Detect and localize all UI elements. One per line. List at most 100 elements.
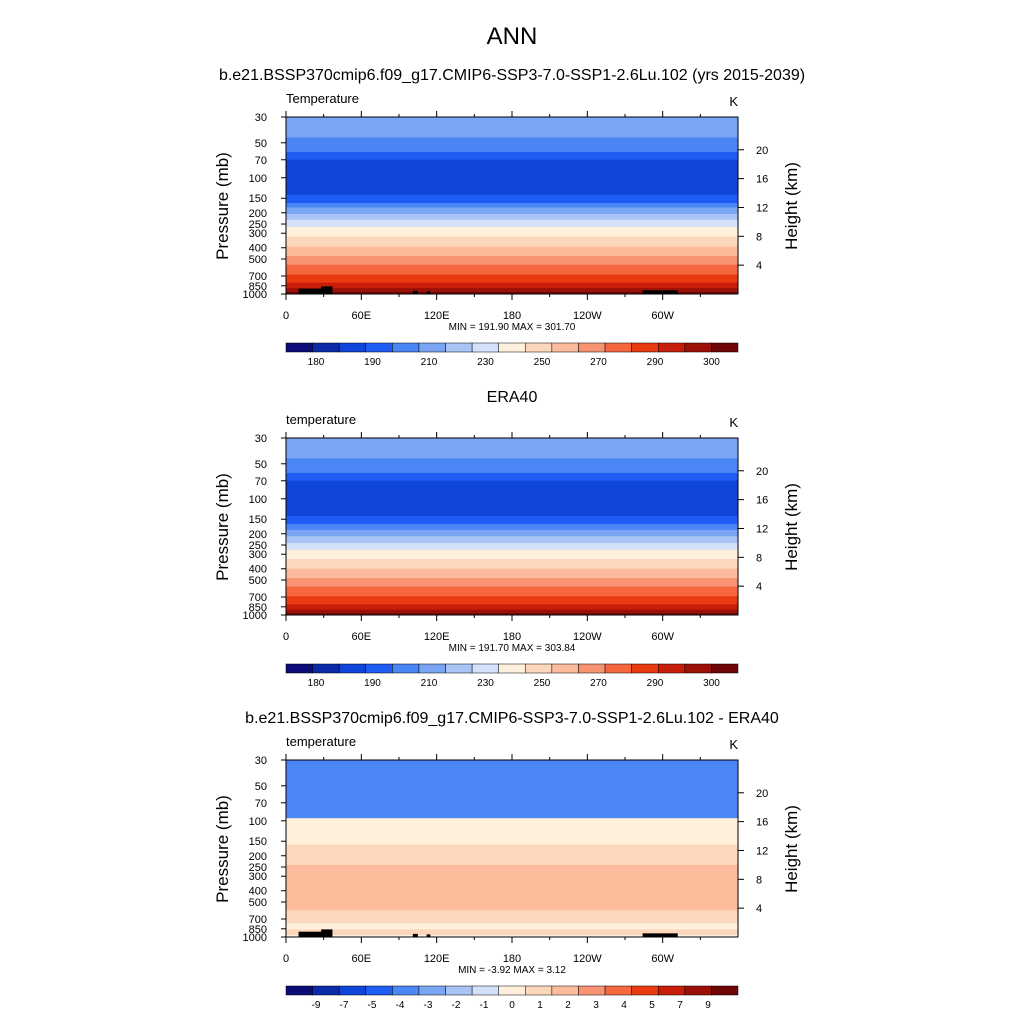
x-tick-label: 120W bbox=[573, 631, 602, 643]
contour-band bbox=[286, 844, 738, 866]
colorbar-swatch bbox=[684, 663, 712, 674]
colorbar-label: -4 bbox=[396, 1000, 405, 1011]
panel-variable-label: Temperature bbox=[286, 91, 359, 106]
y-tick-label: 100 bbox=[249, 494, 267, 506]
y-tick-label: 250 bbox=[249, 862, 267, 874]
contour-band bbox=[286, 438, 738, 459]
y-tick-label: 1000 bbox=[243, 289, 267, 301]
y-tick-label: 500 bbox=[249, 254, 267, 266]
contour-band bbox=[286, 291, 738, 295]
colorbar-label: 210 bbox=[421, 678, 438, 689]
colorbar-swatch bbox=[365, 342, 393, 353]
y-axis-label: Pressure (mb) bbox=[213, 795, 232, 903]
height-tick-label: 4 bbox=[756, 260, 762, 272]
colorbar-swatch bbox=[338, 985, 367, 996]
contour-band bbox=[286, 472, 738, 482]
y-tick-label: 250 bbox=[249, 540, 267, 552]
colorbar-swatch bbox=[365, 985, 393, 996]
height-tick-label: 16 bbox=[756, 817, 768, 829]
colorbar-swatch bbox=[471, 985, 499, 996]
y-axis-right-label: Height (km) bbox=[782, 483, 801, 571]
x-tick-label: 60W bbox=[651, 310, 674, 322]
colorbar-swatch bbox=[285, 663, 313, 674]
colorbar: 180 190 210 230 250 270 290 300 bbox=[285, 663, 739, 689]
colorbar-label: -7 bbox=[340, 1000, 349, 1011]
colorbar-label: -1 bbox=[480, 1000, 489, 1011]
topography-block bbox=[642, 290, 678, 294]
contour-band bbox=[286, 255, 738, 266]
y-tick-label: 1000 bbox=[243, 932, 267, 944]
contour-band bbox=[286, 524, 738, 531]
figure-title: ANN bbox=[487, 23, 538, 50]
y-tick-label: 50 bbox=[255, 459, 267, 471]
contour-band bbox=[286, 137, 738, 153]
contour-band bbox=[286, 609, 738, 614]
colorbar-swatch bbox=[471, 663, 499, 674]
y-tick-label: 150 bbox=[249, 836, 267, 848]
colorbar-swatch bbox=[418, 663, 446, 674]
colorbar-swatch bbox=[551, 663, 579, 674]
x-tick-label: 60E bbox=[352, 310, 372, 322]
y-axis-right-label: Height (km) bbox=[782, 162, 801, 250]
contour-band bbox=[286, 246, 738, 257]
contour-band bbox=[286, 458, 738, 474]
contour-band bbox=[286, 577, 738, 588]
y-tick-label: 300 bbox=[249, 549, 267, 561]
y-tick-label: 30 bbox=[255, 755, 267, 767]
height-tick-label: 12 bbox=[756, 202, 768, 214]
contour-band bbox=[286, 203, 738, 208]
contour-bands bbox=[286, 438, 738, 616]
contour-band bbox=[286, 159, 738, 186]
colorbar-swatch bbox=[578, 663, 606, 674]
colorbar-swatch bbox=[631, 985, 659, 996]
height-tick-label: 20 bbox=[756, 788, 768, 800]
x-tick-label: 120E bbox=[424, 310, 450, 322]
colorbar-label: 300 bbox=[703, 678, 720, 689]
colorbar-swatch bbox=[338, 342, 367, 353]
colorbar-swatch bbox=[445, 663, 473, 674]
colorbar-swatch bbox=[657, 985, 686, 996]
topography-block bbox=[642, 933, 678, 937]
colorbar-label: 230 bbox=[477, 678, 494, 689]
contour-band bbox=[286, 282, 738, 289]
colorbar-label: 290 bbox=[647, 678, 664, 689]
colorbar-label: 180 bbox=[308, 357, 325, 368]
contour-band bbox=[286, 929, 738, 936]
height-tick-label: 16 bbox=[756, 495, 768, 507]
height-tick-label: 12 bbox=[756, 845, 768, 857]
height-tick-label: 12 bbox=[756, 523, 768, 535]
colorbar-swatch bbox=[285, 985, 313, 996]
panel-model: Temperature K Pressure (mb) Height (km) … bbox=[213, 91, 801, 368]
colorbar-label: -3 bbox=[424, 1000, 433, 1011]
y-tick-label: 70 bbox=[255, 798, 267, 810]
y-tick-label: 400 bbox=[249, 886, 267, 898]
height-tick-label: 8 bbox=[756, 552, 762, 564]
contour-band bbox=[286, 184, 738, 196]
contour-band bbox=[286, 264, 738, 276]
colorbar-label: 7 bbox=[677, 1000, 683, 1011]
x-tick-label: 120W bbox=[573, 310, 602, 322]
contour-band bbox=[286, 214, 738, 221]
colorbar-swatch bbox=[711, 985, 739, 996]
contour-band bbox=[286, 586, 738, 597]
height-tick-label: 20 bbox=[756, 145, 768, 157]
figure-subtitle: b.e21.BSSP370cmip6.f09_g17.CMIP6-SSP3-7.… bbox=[219, 67, 805, 84]
contour-band bbox=[286, 910, 738, 924]
panel-units: K bbox=[729, 737, 738, 752]
contour-band bbox=[286, 818, 738, 845]
colorbar-swatch bbox=[392, 985, 420, 996]
colorbar-swatch bbox=[312, 663, 340, 674]
colorbar-swatch bbox=[285, 342, 313, 353]
colorbar-swatch bbox=[711, 342, 739, 353]
contour-band bbox=[286, 219, 738, 228]
y-tick-label: 700 bbox=[249, 592, 267, 604]
x-tick-label: 60E bbox=[352, 631, 372, 643]
contour-band bbox=[286, 288, 738, 293]
y-tick-label: 200 bbox=[249, 529, 267, 541]
colorbar-swatch bbox=[525, 985, 553, 996]
colorbar-swatch bbox=[338, 663, 367, 674]
topography-block bbox=[426, 934, 431, 937]
y-axis-right-label: Height (km) bbox=[782, 805, 801, 893]
contour-band bbox=[286, 515, 738, 525]
colorbar-label: 290 bbox=[647, 357, 664, 368]
